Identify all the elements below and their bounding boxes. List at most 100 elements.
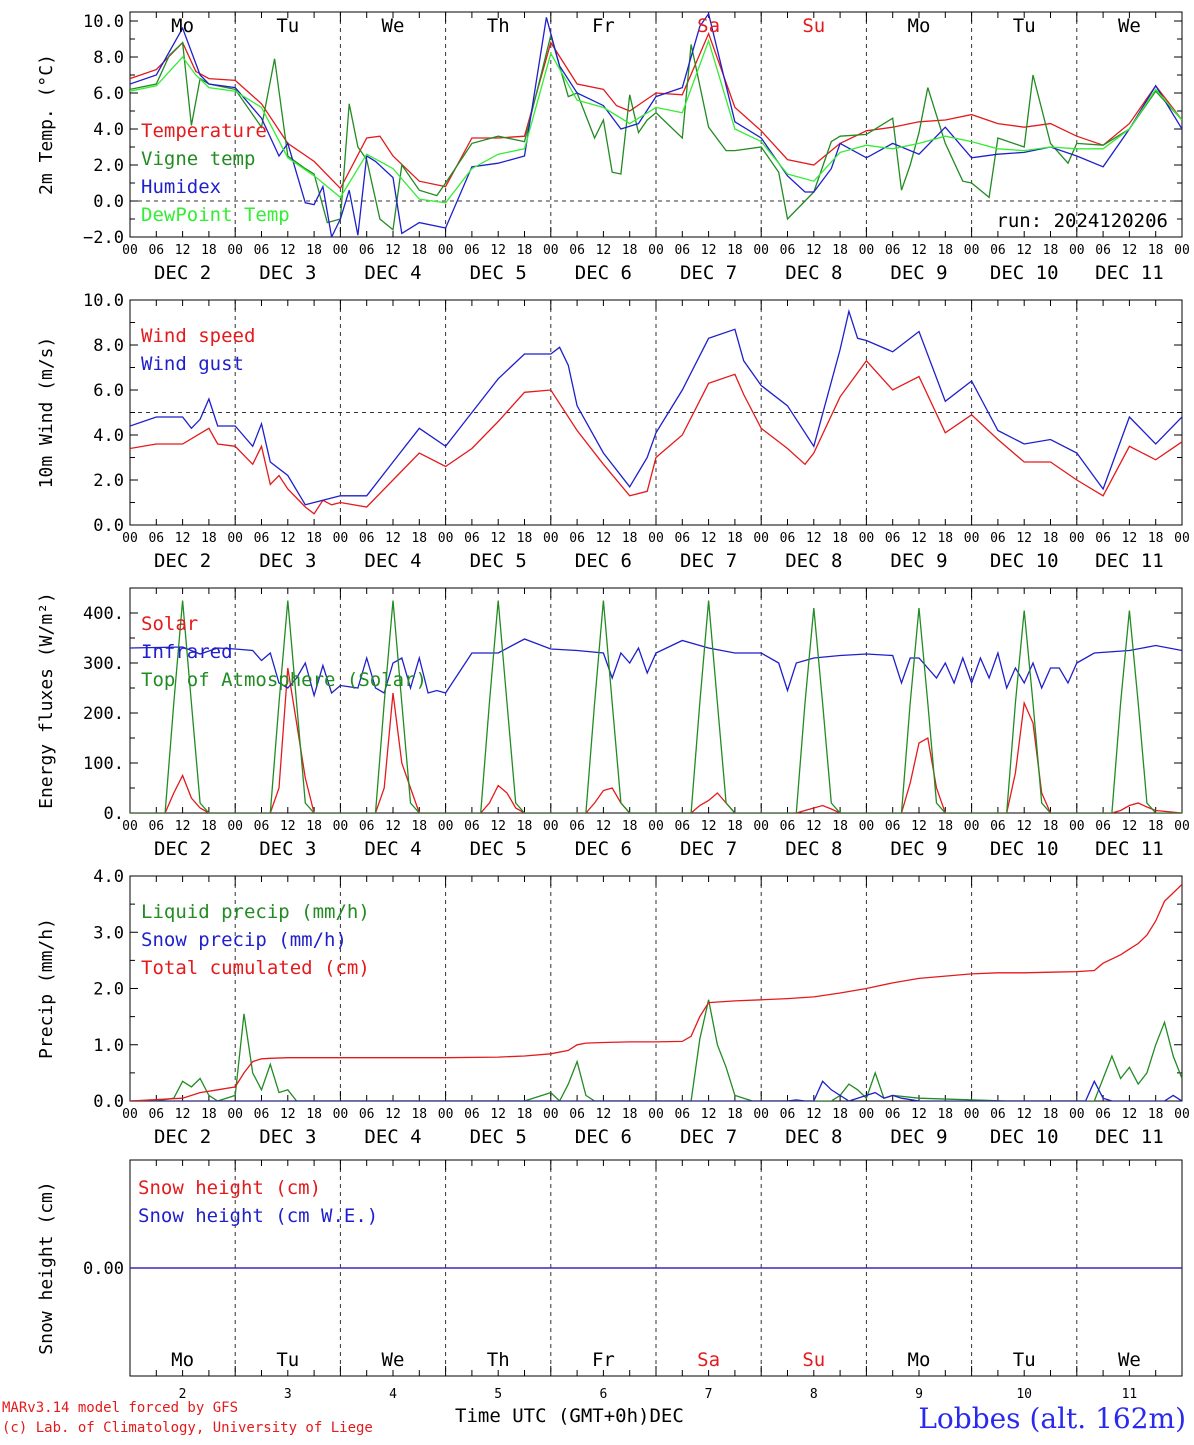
x-hour-label: 06 <box>254 819 270 834</box>
x-date-label: DEC 4 <box>364 550 421 572</box>
x-hour-label: 00 <box>227 1107 243 1122</box>
x-hour-label: 18 <box>832 243 848 258</box>
x-hour-label: 00 <box>122 819 138 834</box>
x-date-label: DEC 8 <box>785 262 842 284</box>
series-line-temperature <box>130 31 1182 190</box>
date-number-label: 6 <box>599 1387 607 1402</box>
series-line-total-cumulated-cm- <box>130 883 1182 1101</box>
x-date-label: DEC 5 <box>470 1126 527 1148</box>
x-date-label: DEC 2 <box>154 550 211 572</box>
legend-entry: Snow precip (mm/h) <box>141 929 347 951</box>
x-hour-label: 06 <box>1095 1107 1111 1122</box>
x-hour-label: 18 <box>201 819 217 834</box>
x-hour-label: 00 <box>1069 243 1085 258</box>
x-date-label: DEC 8 <box>785 550 842 572</box>
x-hour-label: 06 <box>780 243 796 258</box>
x-hour-label: 00 <box>1174 531 1190 546</box>
x-date-label: DEC 8 <box>785 838 842 860</box>
x-hour-label: 18 <box>517 243 533 258</box>
x-hour-label: 00 <box>333 531 349 546</box>
x-hour-label: 12 <box>280 531 296 546</box>
x-hour-label: 00 <box>438 531 454 546</box>
series-line-top-of-atmosphere-solar- <box>130 600 1182 813</box>
x-hour-label: 18 <box>201 243 217 258</box>
series-line-vigne-temp <box>130 32 1182 232</box>
x-hour-label: 06 <box>569 819 585 834</box>
x-hour-label: 12 <box>806 531 822 546</box>
y-tick-label: 6.0 <box>93 84 124 104</box>
series-line-humidex <box>130 12 1182 237</box>
x-date-label: DEC 9 <box>890 1126 947 1148</box>
x-hour-label: 00 <box>227 243 243 258</box>
x-hour-label: 00 <box>964 531 980 546</box>
x-hour-label: 18 <box>622 819 638 834</box>
y-tick-label: 8.0 <box>93 48 124 68</box>
day-of-week-label: Tu <box>1013 15 1036 37</box>
legend-entry: Liquid precip (mm/h) <box>141 901 370 923</box>
x-hour-label: 12 <box>490 1107 506 1122</box>
x-hour-label: 18 <box>622 1107 638 1122</box>
x-hour-label: 00 <box>543 1107 559 1122</box>
x-hour-label: 06 <box>464 531 480 546</box>
x-date-label: DEC 6 <box>575 838 632 860</box>
x-hour-label: 00 <box>1069 1107 1085 1122</box>
x-hour-label: 18 <box>937 819 953 834</box>
day-of-week-label: Sa <box>697 15 720 37</box>
day-of-week-label: Mo <box>908 1349 931 1371</box>
x-hour-label: 12 <box>1122 819 1138 834</box>
y-axis-title: 2m Temp. (°C) <box>36 54 57 195</box>
legend-entry: Top of Atmosphere (Solar) <box>141 669 427 691</box>
x-hour-label: 12 <box>175 819 191 834</box>
x-hour-label: 00 <box>1174 243 1190 258</box>
x-hour-label: 00 <box>964 819 980 834</box>
x-date-label: DEC 10 <box>990 262 1059 284</box>
x-hour-label: 12 <box>175 1107 191 1122</box>
x-hour-label: 06 <box>148 531 164 546</box>
y-tick-label: 400. <box>83 604 124 624</box>
x-hour-label: 12 <box>175 531 191 546</box>
x-hour-label: 12 <box>911 531 927 546</box>
series-line-liquid-precip-mm-h- <box>130 999 1182 1101</box>
x-hour-label: 12 <box>596 243 612 258</box>
x-hour-label: 18 <box>306 243 322 258</box>
x-hour-label: 18 <box>1148 531 1164 546</box>
x-date-label: DEC 11 <box>1095 262 1164 284</box>
y-tick-label: 100. <box>83 754 124 774</box>
x-axis-title: Time UTC (GMT+0h)DEC <box>455 1405 684 1427</box>
x-hour-label: 00 <box>227 531 243 546</box>
x-hour-label: 00 <box>1069 531 1085 546</box>
y-tick-label: 10.0 <box>83 12 124 32</box>
x-hour-label: 00 <box>333 819 349 834</box>
x-date-label: DEC 9 <box>890 262 947 284</box>
x-hour-label: 06 <box>674 819 690 834</box>
y-tick-label: 4.0 <box>93 120 124 140</box>
x-hour-label: 06 <box>569 531 585 546</box>
legend-entry: Vigne temp <box>141 148 255 170</box>
date-number-label: 10 <box>1016 1387 1032 1402</box>
x-hour-label: 12 <box>490 531 506 546</box>
x-hour-label: 06 <box>674 531 690 546</box>
x-hour-label: 18 <box>727 243 743 258</box>
x-hour-label: 00 <box>333 243 349 258</box>
x-hour-label: 00 <box>543 531 559 546</box>
x-hour-label: 06 <box>254 243 270 258</box>
day-of-week-label: We <box>382 15 405 37</box>
x-hour-label: 12 <box>701 819 717 834</box>
panel-2: 10.0 8.0 6.0 4.0 2.0 0.0 10m Wind (m/s) Wind sp… <box>36 291 1190 572</box>
x-hour-label: 18 <box>1148 819 1164 834</box>
y-tick-label: 2.0 <box>93 980 124 1000</box>
x-hour-label: 18 <box>306 1107 322 1122</box>
y-tick-label: 8.0 <box>93 336 124 356</box>
x-hour-label: 06 <box>359 243 375 258</box>
x-date-label: DEC 5 <box>470 838 527 860</box>
y-axis-title: Precip (mm/h) <box>36 918 57 1059</box>
day-of-week-label: Tu <box>276 15 299 37</box>
x-hour-label: 06 <box>359 531 375 546</box>
x-date-label: DEC 3 <box>259 838 316 860</box>
y-tick-label: 1.0 <box>93 1036 124 1056</box>
y-tick-label: 3.0 <box>93 923 124 943</box>
y-tick-label: 0.0 <box>93 1092 124 1112</box>
x-hour-label: 00 <box>753 819 769 834</box>
y-tick-label: 0.0 <box>93 192 124 212</box>
date-number-label: 3 <box>284 1387 292 1402</box>
